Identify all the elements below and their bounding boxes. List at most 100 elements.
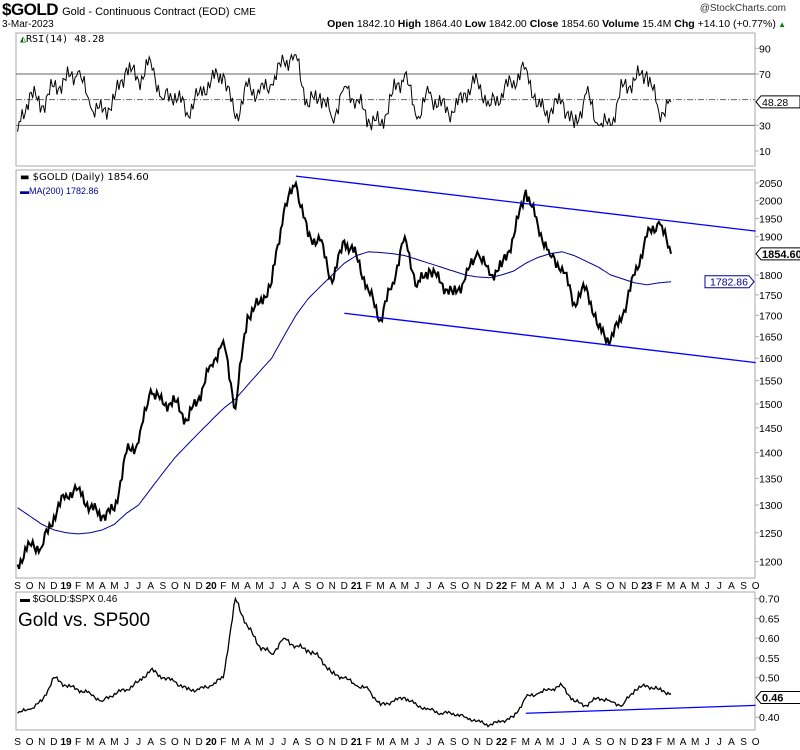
- x-tick-label: J: [136, 581, 141, 592]
- price-axis-tick-label: 1400: [759, 448, 783, 460]
- x-tick-label: F: [220, 581, 226, 592]
- rsi-axis-tick-label: 30: [759, 120, 771, 132]
- low-label: Low: [464, 18, 486, 30]
- x-tick-label: S: [740, 737, 747, 748]
- x-tick-label: O: [171, 737, 179, 748]
- x-tick-label: M: [691, 737, 699, 748]
- x-tick-label: N: [474, 737, 481, 748]
- ratio-value-tag-box: [755, 691, 800, 704]
- x-tick-label: N: [38, 581, 45, 592]
- ratio-axis-tick-label: 0.55: [759, 653, 780, 665]
- x-tick-label: A: [438, 581, 445, 592]
- x-tick-label: M: [86, 581, 94, 592]
- x-tick-label: A: [438, 737, 445, 748]
- x-tick-label: A: [389, 581, 396, 592]
- price-value-tag-box: [755, 247, 800, 261]
- price-legend: ▬ $GOLD (Daily) 1854.60: [20, 172, 149, 183]
- x-tick-label: A: [680, 737, 687, 748]
- x-tick-label: M: [522, 581, 530, 592]
- x-tick-label: J: [572, 581, 577, 592]
- x-tick-label: O: [461, 581, 469, 592]
- x-tick-label: O: [316, 581, 324, 592]
- x-tick-label: J: [572, 737, 577, 748]
- price-axis-tick-label: 1650: [759, 331, 783, 343]
- x-tick-label: J: [124, 737, 129, 748]
- x-tick-label: M: [231, 581, 239, 592]
- x-tick-label: A: [99, 581, 106, 592]
- x-tick-label: N: [38, 737, 45, 748]
- open-value: 1842.10: [356, 18, 395, 30]
- x-tick-label: J: [269, 581, 274, 592]
- annotation: Gold vs. SP500: [18, 610, 151, 631]
- x-tick-label: J: [705, 581, 710, 592]
- x-tick-label: J: [560, 737, 565, 748]
- x-tick-label: A: [244, 737, 251, 748]
- x-tick-label: N: [619, 581, 626, 592]
- price-axis-tick-label: 1550: [759, 376, 783, 388]
- high-label: High: [397, 18, 422, 30]
- x-tick-label: S: [159, 581, 166, 592]
- x-tick-label: A: [728, 737, 735, 748]
- price-axis-tick-label: 2000: [759, 195, 783, 207]
- x-tick-label: N: [474, 581, 481, 592]
- x-tick-label: 23: [641, 581, 653, 592]
- x-tick-label: O: [26, 737, 34, 748]
- x-tick-label: J: [705, 737, 710, 748]
- x-tick-label: S: [450, 737, 457, 748]
- x-tick-label: M: [255, 581, 263, 592]
- x-tick-label: F: [75, 737, 81, 748]
- chg-value: +14.10 (+0.77%): [697, 18, 776, 30]
- x-tick-label: F: [511, 737, 517, 748]
- x-tick-label: S: [14, 581, 21, 592]
- x-tick-label: J: [136, 737, 141, 748]
- x-tick-label: S: [450, 581, 457, 592]
- volume-label: Volume: [602, 18, 640, 30]
- ma-legend: ▬MA(200) 1782.86: [20, 186, 99, 196]
- x-tick-label: 21: [351, 737, 363, 748]
- ratio-axis-tick-label: 0.70: [759, 594, 780, 606]
- x-tick-label: F: [365, 737, 371, 748]
- volume-value: 15.4M: [642, 18, 672, 30]
- x-tick-label: S: [305, 581, 312, 592]
- x-tick-label: J: [281, 581, 286, 592]
- rsi-axis-tick-label: 10: [759, 146, 771, 158]
- x-tick-label: S: [595, 737, 602, 748]
- ratio-axis-tick-label: 0.65: [759, 613, 780, 625]
- x-tick-label: D: [341, 581, 348, 592]
- ratio-legend-text: $GOLD:$SPX 0.46: [32, 594, 118, 605]
- title-bar: $GOLD Gold - Continuous Contract (EOD) C…: [2, 0, 256, 20]
- x-tick-label: 21: [351, 581, 363, 592]
- x-tick-label: D: [631, 737, 638, 748]
- ma-value-tag-box: [704, 275, 755, 289]
- price-value-tag: 1854.60: [762, 249, 800, 261]
- high-value: 1864.40: [423, 18, 462, 30]
- x-tick-label: S: [595, 581, 602, 592]
- x-tick-label: A: [293, 581, 300, 592]
- x-tick-label: 20: [206, 581, 218, 592]
- low-value: 1842.00: [488, 18, 527, 30]
- x-tick-label: D: [195, 581, 202, 592]
- rsi-axis-tick-label: 70: [759, 69, 771, 81]
- channel-trendline: [344, 312, 756, 364]
- x-tick-label: M: [546, 737, 554, 748]
- x-tick-label: M: [667, 581, 675, 592]
- x-tick-label: 19: [60, 737, 72, 748]
- x-tick-label: M: [86, 737, 94, 748]
- x-tick-label: 23: [641, 737, 653, 748]
- price-axis-tick-label: 1600: [759, 353, 783, 365]
- panel-1: [15, 169, 756, 579]
- x-tick-label: S: [14, 737, 21, 748]
- x-tick-label: O: [607, 581, 615, 592]
- x-tick-label: O: [752, 581, 760, 592]
- price-legend-text: $GOLD (Daily) 1854.60: [32, 172, 149, 183]
- x-tick-label: D: [486, 737, 493, 748]
- price-axis-tick-label: 1950: [759, 213, 783, 225]
- price-axis-tick-label: 1350: [759, 473, 783, 485]
- panel-2: [15, 591, 756, 731]
- x-tick-label: A: [147, 581, 154, 592]
- open-label: Open: [327, 18, 354, 30]
- x-tick-label: F: [656, 737, 662, 748]
- x-tick-label: M: [376, 737, 384, 748]
- x-tick-label: A: [535, 581, 542, 592]
- up-arrow-icon: ▲: [775, 20, 786, 29]
